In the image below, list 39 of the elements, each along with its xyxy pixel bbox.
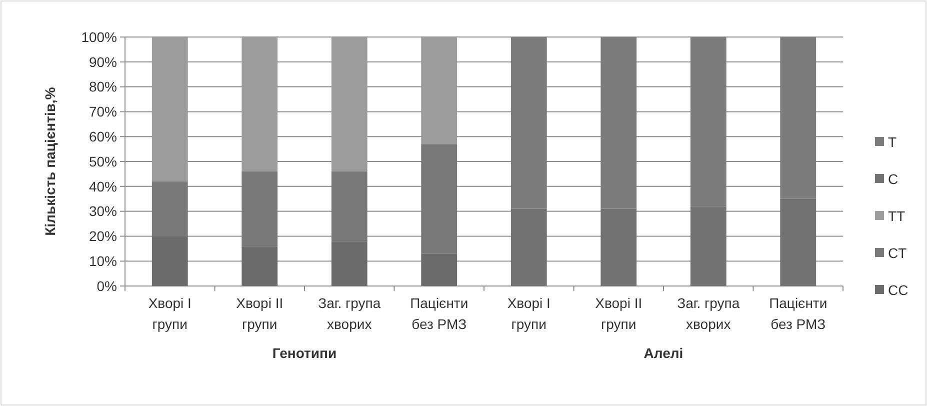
x-tick-label: Пацієнти без РМЗ (410, 295, 468, 332)
x-tick-label: Хворі II групи (595, 295, 642, 332)
text: Алелі (644, 345, 684, 361)
x-tick-label: Хворі I групи (148, 295, 192, 332)
y-tick-label: 20% (88, 228, 117, 244)
legend-label: C (888, 170, 898, 187)
bar (242, 37, 278, 172)
y-tick-label: 90% (88, 54, 117, 70)
y-tick-label: 80% (88, 78, 117, 95)
text: Генотипи (272, 345, 337, 361)
y-tick-label: 30% (88, 203, 117, 220)
bar (421, 144, 458, 254)
bar (331, 37, 368, 172)
y-tick-label: 10% (88, 253, 117, 269)
bar (242, 171, 278, 246)
y-tick-label: 40% (88, 178, 117, 194)
y-tick-label: 100% (81, 28, 117, 45)
bar (421, 254, 458, 286)
bar (152, 181, 188, 236)
x-tick-label: Заг. група хворих (677, 295, 740, 332)
y-tick-label: 0% (96, 278, 117, 294)
x-tick-label: Заг. група хворих (318, 295, 381, 332)
bar (331, 241, 368, 286)
y-tick-label: 70% (88, 104, 117, 120)
bar (152, 236, 188, 286)
bar (331, 171, 368, 242)
x-tick-label: Хворі II групи (236, 295, 284, 332)
bar (152, 37, 188, 182)
bar (242, 246, 278, 286)
legend-label: T (888, 134, 897, 150)
y-tick-label: 60% (88, 128, 117, 144)
legend-label: CC (888, 282, 908, 298)
legend-label: TT (888, 208, 906, 224)
y-axis-title: Кількість пацієнтів,% (42, 86, 58, 236)
x-tick-label: Пацієнти без РМЗ (769, 295, 828, 332)
bar (421, 37, 458, 144)
y-tick-label: 50% (88, 153, 117, 170)
x-tick-label: Хворі I групи (507, 295, 550, 332)
legend-label: CT (888, 244, 908, 261)
